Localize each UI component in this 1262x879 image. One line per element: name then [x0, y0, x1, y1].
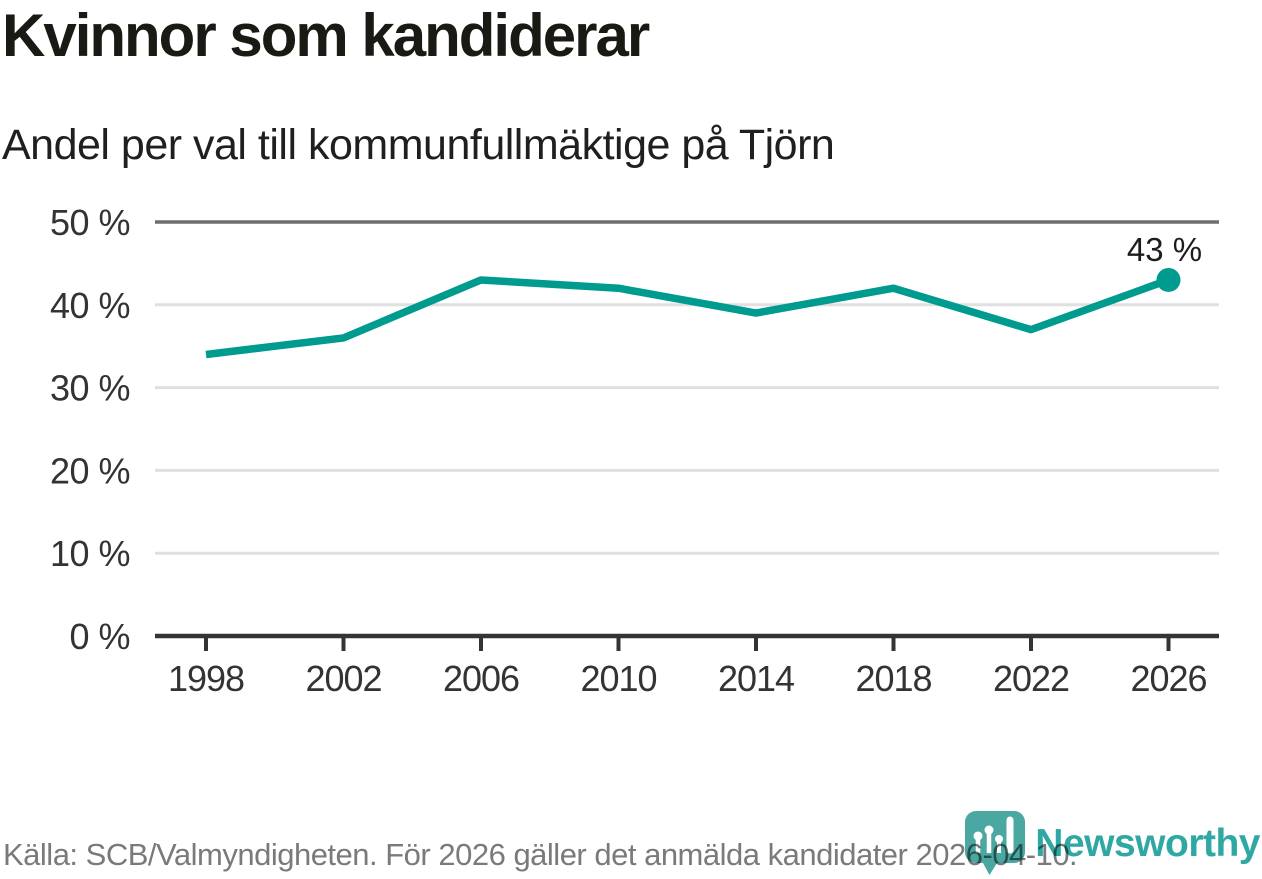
y-axis-tick-label: 20 %	[50, 450, 130, 491]
x-axis-tick-label: 1998	[168, 658, 244, 699]
pin-shape	[965, 811, 1026, 875]
data-line	[205, 276, 1170, 359]
chart-title: Kvinnor som kandiderar	[2, 2, 650, 69]
x-axis-tick-label: 2018	[855, 658, 931, 699]
chart-subtitle: Andel per val till kommunfullmäktige på …	[2, 121, 835, 169]
newsworthy-wordmark: Newsworthy	[1035, 821, 1260, 865]
newsworthy-pin-icon	[965, 811, 1026, 875]
x-axis-tick-label: 2014	[718, 658, 794, 699]
x-axis-tick-label: 2006	[443, 658, 519, 699]
end-point-value-label: 43 %	[1127, 231, 1202, 268]
y-axis-tick-label: 40 %	[50, 285, 130, 326]
y-axis-tick-label: 0 %	[69, 616, 130, 657]
x-axis-tick-label: 2026	[1130, 658, 1206, 699]
y-axis-tick-label: 50 %	[50, 202, 130, 243]
y-axis-tick-label: 30 %	[50, 368, 130, 409]
end-point-marker	[1156, 267, 1181, 292]
x-axis-tick-label: 2010	[580, 658, 656, 699]
source-note: Källa: SCB/Valmyndigheten. För 2026 gäll…	[3, 837, 1078, 872]
x-axis-tick-label: 2022	[993, 658, 1069, 699]
newsworthy-logo[interactable]: Newsworthy	[962, 809, 1260, 877]
y-axis-tick-label: 10 %	[50, 533, 130, 574]
x-axis-tick-label: 2002	[305, 658, 381, 699]
